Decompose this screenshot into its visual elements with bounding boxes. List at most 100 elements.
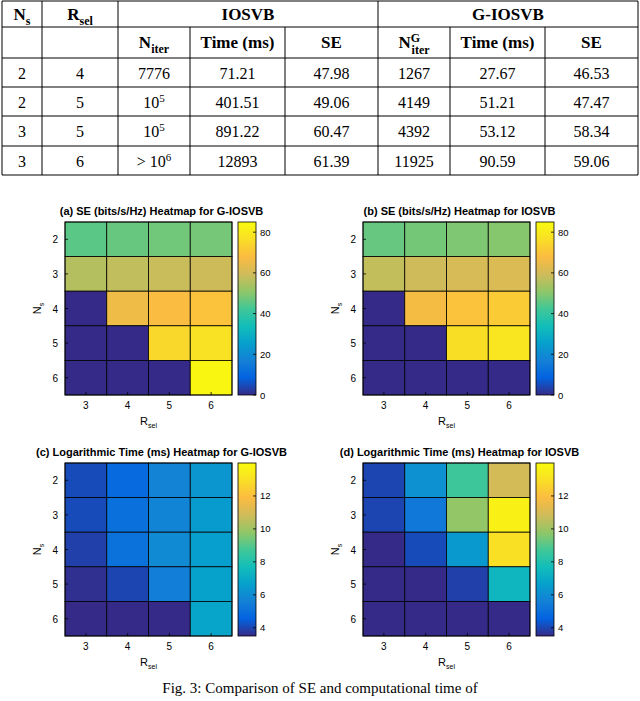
- heatmap-cell: [65, 567, 107, 602]
- colorbar-tick-label: 12: [260, 490, 271, 501]
- tick: [211, 633, 212, 636]
- table-rule: [2, 175, 638, 176]
- tick-label: 6: [208, 641, 214, 652]
- plot-frame: [65, 463, 232, 636]
- heatmap-cell: [190, 601, 232, 636]
- tick-label: 2: [350, 234, 356, 245]
- colorbar-tick-label: 10: [558, 523, 569, 534]
- colorbar: [536, 463, 554, 636]
- tick: [65, 549, 68, 550]
- tick: [425, 392, 426, 395]
- table-header: Time (ms): [201, 33, 275, 52]
- heatmap-panel: (a) SE (bits/s/Hz) Heatmap for G-IOSVB34…: [31, 205, 271, 429]
- text-sub: s: [38, 302, 45, 306]
- text-sub: sel: [79, 14, 93, 28]
- heatmap-cell: [190, 222, 232, 257]
- axis-label: Ns: [31, 543, 45, 555]
- tick-label: 5: [350, 338, 356, 349]
- plot-frame: [363, 222, 530, 395]
- heatmap-cell: [447, 360, 489, 395]
- heatmap-cell: [363, 257, 405, 292]
- heatmap-cell: [149, 567, 191, 602]
- heatmap-cell: [447, 567, 489, 602]
- heatmap-cell: [65, 360, 107, 395]
- heatmap-cell: [488, 257, 530, 292]
- table-header: Rsel: [67, 5, 93, 28]
- table-rule: [2, 58, 638, 59]
- heatmap-cell: [447, 326, 489, 361]
- heatmap-panel: (d) Logarithmic Time (ms) Heatmap for IO…: [329, 446, 579, 670]
- table-rule: [638, 1, 639, 175]
- tick-label: 4: [350, 545, 356, 556]
- table-rule: [118, 1, 119, 175]
- tick: [467, 633, 468, 636]
- colorbar-tick-label: 8: [260, 556, 265, 567]
- heatmap-cell: [190, 463, 232, 498]
- colorbar-tick: [551, 561, 554, 562]
- colorbar-tick-label: 8: [558, 556, 563, 567]
- tick-label: 3: [350, 269, 356, 280]
- tick-label: 4: [52, 304, 58, 315]
- colorbar-tick: [551, 272, 554, 273]
- plot-frame: [65, 222, 232, 395]
- heatmap-cell: [149, 291, 191, 326]
- text-sub: sel: [446, 422, 455, 429]
- heatmap-cell: [488, 326, 530, 361]
- heatmap-cell: [149, 463, 191, 498]
- colorbar-tick: [253, 272, 256, 273]
- heatmap-cell: [107, 222, 149, 257]
- tick-label: 3: [52, 510, 58, 521]
- heatmap-cell: [190, 498, 232, 533]
- cells: [363, 463, 530, 636]
- tick-label: 5: [465, 641, 471, 652]
- tick: [65, 584, 68, 585]
- heatmap-cell: [149, 222, 191, 257]
- text-main: N: [329, 547, 341, 555]
- tick: [509, 633, 510, 636]
- table-header: Ns: [14, 5, 31, 28]
- tick: [363, 377, 366, 378]
- tick: [85, 392, 86, 395]
- heatmap-cell: [488, 532, 530, 567]
- colorbar: [238, 222, 256, 395]
- tick: [467, 392, 468, 395]
- text-sub: iter: [151, 42, 170, 56]
- table-rule: [2, 27, 638, 28]
- heatmap-cell: [363, 498, 405, 533]
- tick: [211, 392, 212, 395]
- text-main: R: [438, 415, 446, 427]
- colorbar-tick-label: 40: [260, 308, 271, 319]
- colorbar-tick: [253, 627, 256, 628]
- table-cell: 4149: [398, 94, 430, 111]
- colorbar-tick: [253, 495, 256, 496]
- heatmap-cell: [65, 257, 107, 292]
- tick-label: 5: [167, 641, 173, 652]
- table-header: IOSVB: [222, 5, 275, 24]
- table-cell: 71.21: [220, 65, 256, 82]
- text-sub: s: [26, 14, 31, 28]
- heatmap-cell: [65, 222, 107, 257]
- text-sub: iter: [412, 43, 431, 57]
- tick: [169, 633, 170, 636]
- tick-label: 3: [83, 641, 89, 652]
- colorbar-tick: [253, 561, 256, 562]
- heatmap-cell: [149, 498, 191, 533]
- axis-label: Ns: [31, 302, 45, 314]
- figure: NsRselIOSVBG-IOSVBNiterTime (ms)SENGiter…: [0, 0, 640, 701]
- heatmap-cell: [149, 257, 191, 292]
- table-cell: 11925: [394, 153, 433, 170]
- tick-label: 6: [350, 614, 356, 625]
- heatmap-cell: [107, 257, 149, 292]
- colorbar-tick-label: 20: [260, 349, 271, 360]
- table-cell: 46.53: [574, 65, 610, 82]
- colorbar-tick-label: 4: [260, 622, 265, 633]
- table-cell: 58.34: [574, 123, 610, 140]
- table-cell: > 106: [137, 151, 172, 170]
- table-rule: [2, 116, 638, 117]
- tick-label: 4: [423, 641, 429, 652]
- table-header: Niter: [139, 33, 170, 56]
- table-rule: [190, 27, 191, 175]
- tick: [127, 392, 128, 395]
- heatmap-cell: [405, 360, 447, 395]
- table-rule: [2, 1, 638, 2]
